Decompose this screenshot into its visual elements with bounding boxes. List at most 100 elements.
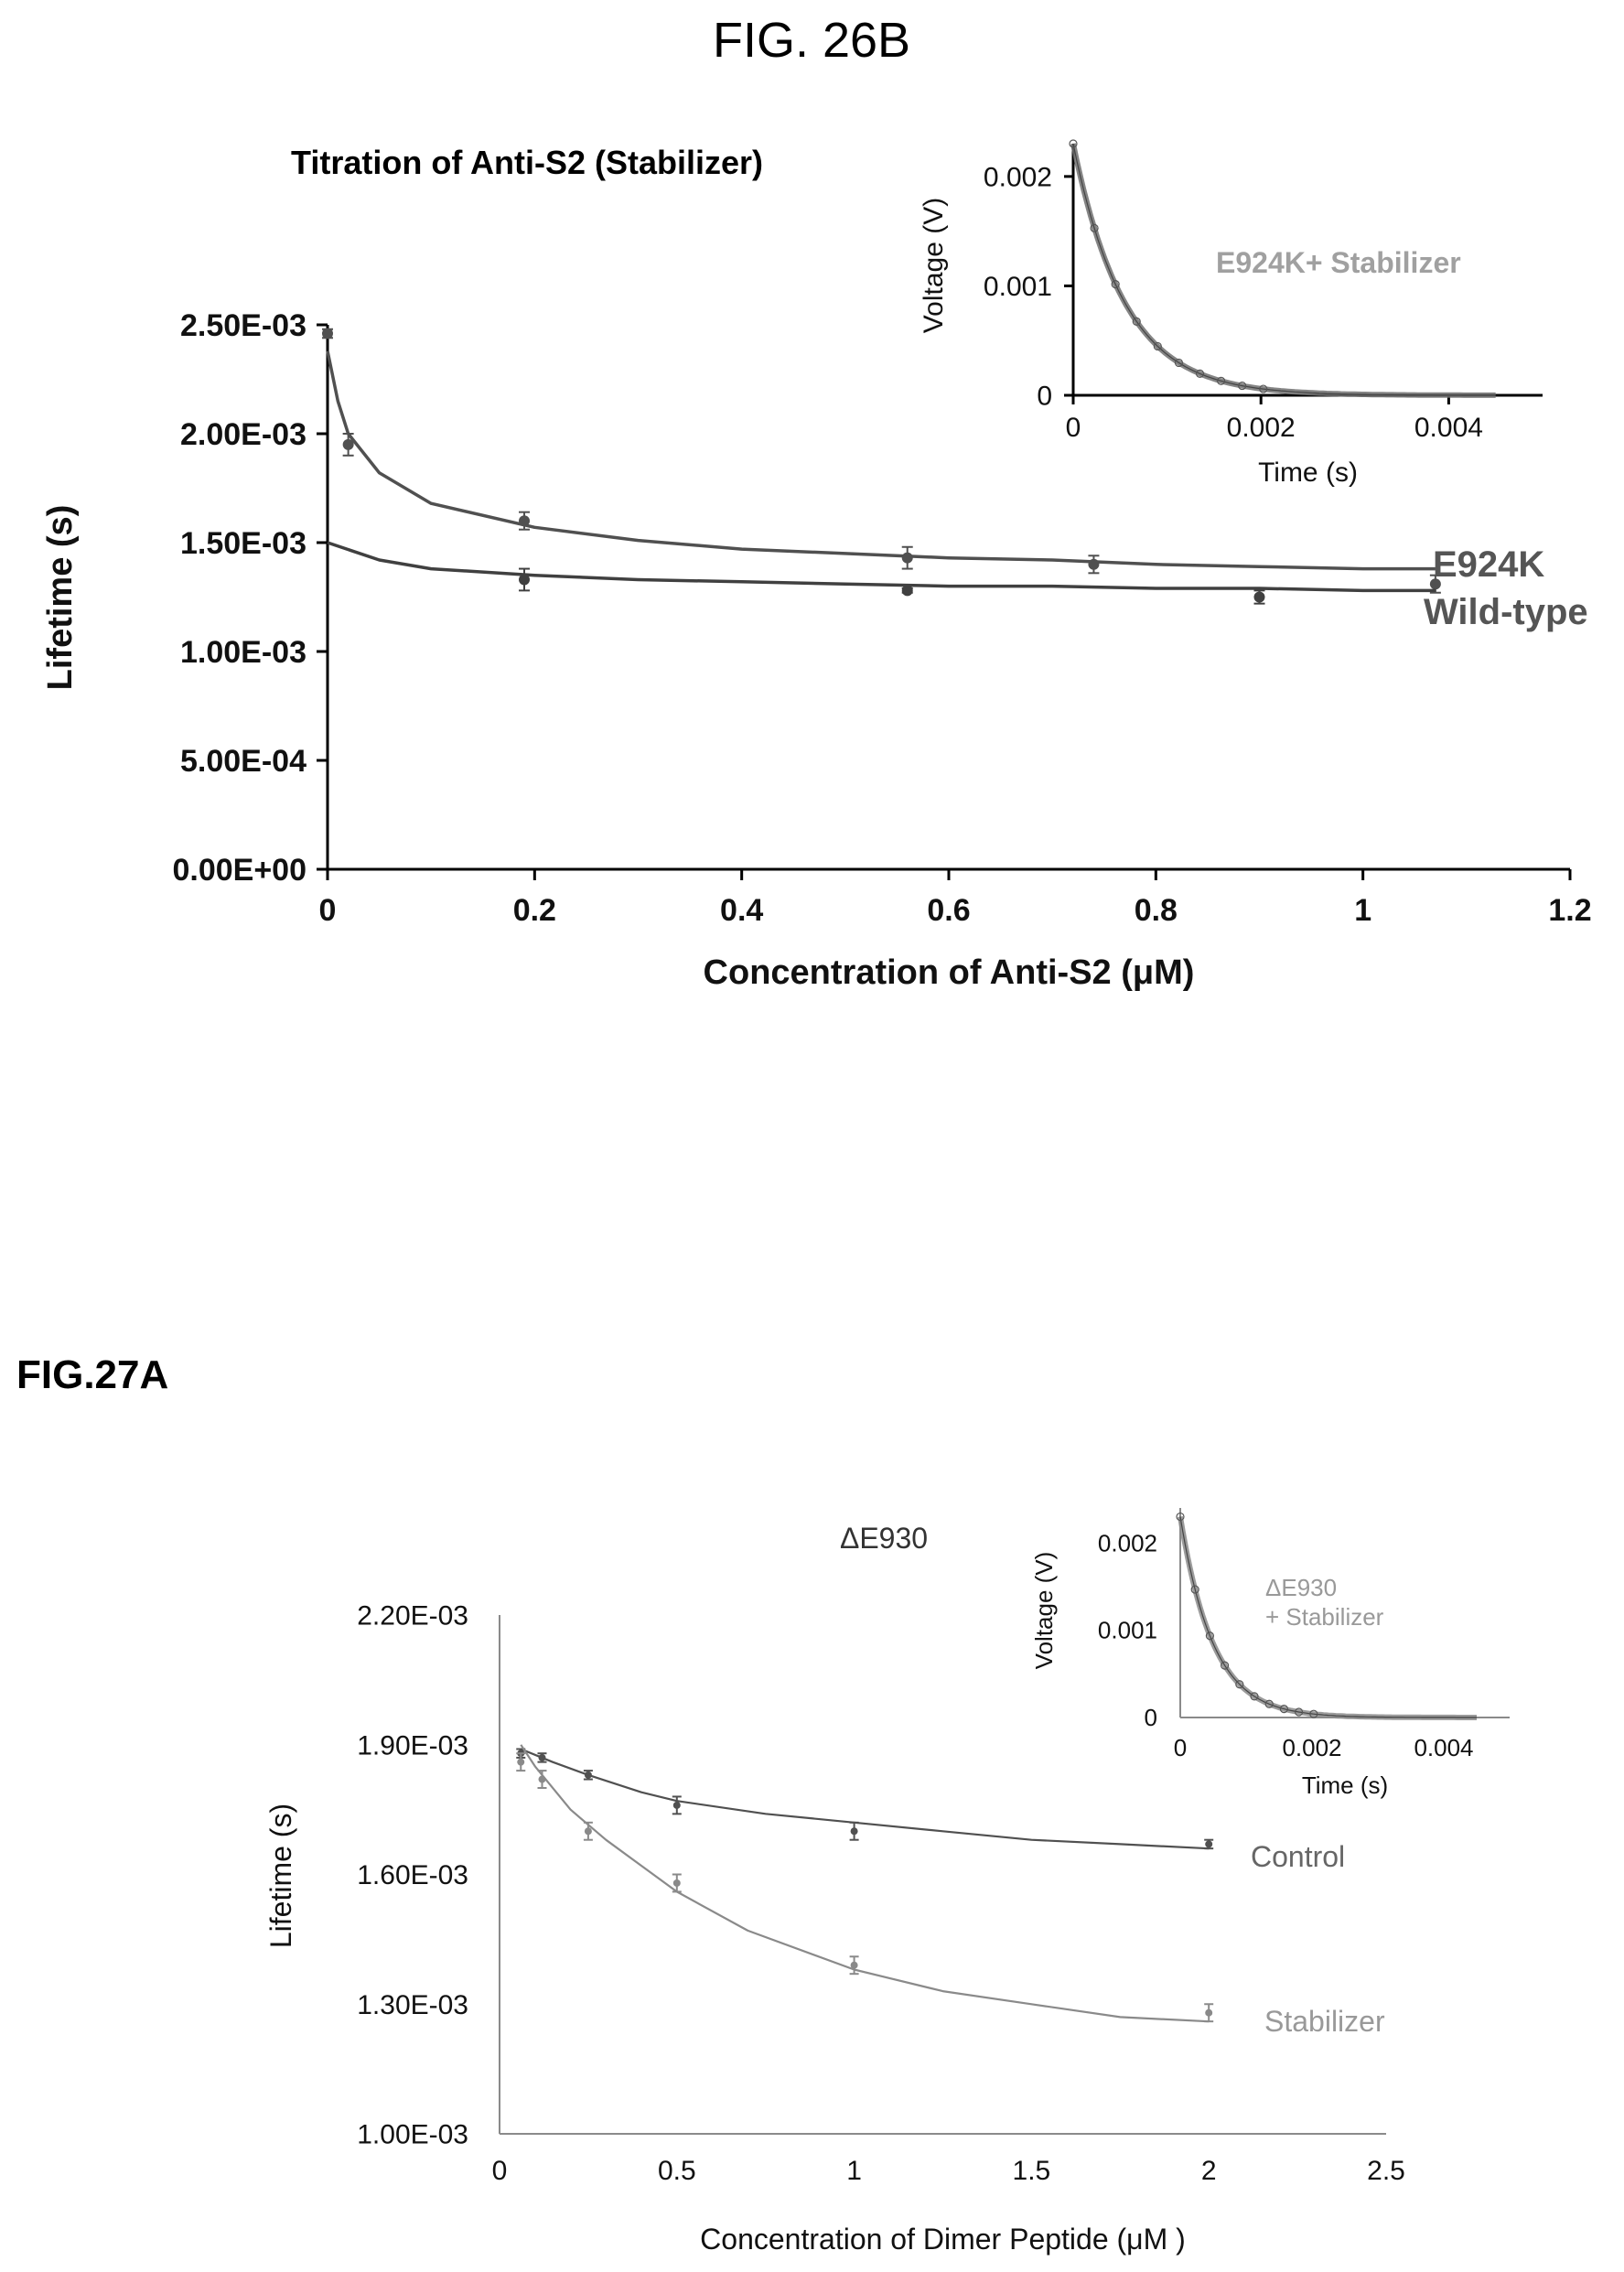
decay-data-point [1235, 1680, 1244, 1689]
stabilizer-data-point [584, 1827, 592, 1836]
y-tick-label: 0.001 [984, 272, 1052, 302]
y-tick-label: 1.30E-03 [357, 1990, 468, 2020]
decay-data-point [1190, 1585, 1199, 1594]
x-axis-title: Time (s) [1258, 458, 1358, 488]
e924k-data-point [342, 438, 354, 450]
e924k-data-point [1088, 558, 1100, 570]
control-data-point [584, 1771, 592, 1779]
x-tick-label: 1.5 [1013, 2156, 1051, 2186]
y-tick-label: 1.60E-03 [357, 1860, 468, 1890]
x-axis-title: Time (s) [1302, 1771, 1388, 1799]
fig27a-label: FIG.27A [16, 1352, 168, 1397]
x-tick-label: 1.2 [1548, 893, 1591, 928]
x-axis-title: Concentration of Dimer Peptide (μM ) [700, 2223, 1186, 2256]
control-data-point [1205, 1840, 1213, 1848]
inset-annotation: E924K+ Stabilizer [1216, 246, 1461, 279]
stabilizer-data-point [672, 1879, 681, 1887]
e924k-series-label: E924K [1433, 544, 1544, 585]
wild-type-data-point [901, 585, 913, 597]
fig26b-inset-chart: 0 0.002 0.004 0 0.001 0.002 Time (s) Voltage (V… [919, 139, 1543, 488]
y-tick-label: 5.00E-04 [180, 744, 307, 779]
decay-data-point [1195, 369, 1205, 378]
decay-data-point [1176, 1512, 1185, 1522]
y-tick-label: 2.50E-03 [180, 308, 307, 343]
x-tick-label: 0.002 [1227, 413, 1296, 443]
wild-type-fit-line [327, 541, 1436, 593]
decay-trace-core [1072, 143, 1496, 396]
y-axis-title: Voltage (V) [1030, 1552, 1058, 1670]
stabilizer-data-point [517, 1758, 525, 1766]
y-tick-label: 0.001 [1098, 1617, 1157, 1644]
decay-data-point [1090, 223, 1099, 232]
y-axis-title: Voltage (V) [919, 198, 949, 333]
x-tick-label: 0.004 [1414, 1734, 1473, 1761]
fig26b-main-chart: 0 0.2 0.4 0.6 0.8 1 1.2 0.00E+00 5.00E-04 1.00E-0… [41, 144, 1592, 992]
x-tick-label: 2 [1201, 2156, 1217, 2186]
y-tick-label: 0.002 [1098, 1529, 1157, 1556]
e924k-data-point [1429, 578, 1441, 590]
x-tick-label: 2.5 [1367, 2156, 1405, 2186]
chart-title: ΔE930 [840, 1522, 928, 1555]
x-tick-label: 0 [319, 893, 337, 928]
e924k-data-point [322, 328, 333, 339]
decay-data-point [1132, 317, 1141, 327]
e924k-fit-line [326, 350, 1436, 571]
inset-annotation: + Stabilizer [1265, 1603, 1384, 1631]
x-tick-label: 0.2 [513, 893, 556, 928]
wild-type-data-point [519, 574, 531, 586]
wild-type-series-label: Wild-type [1424, 592, 1588, 632]
decay-data-point [1264, 1699, 1274, 1708]
wild-type-data-point [1253, 591, 1265, 603]
decay-data-point [1294, 1707, 1304, 1717]
y-tick-label: 1.50E-03 [180, 526, 307, 561]
stabilizer-series-label: Stabilizer [1264, 2005, 1385, 2038]
control-data-point [850, 1827, 858, 1836]
decay-data-point [1069, 139, 1078, 148]
control-series-label: Control [1251, 1840, 1345, 1873]
decay-data-point [1309, 1709, 1318, 1718]
y-tick-label: 0 [1145, 1704, 1157, 1731]
y-tick-label: 1.00E-03 [180, 635, 307, 670]
y-tick-label: 2.00E-03 [180, 417, 307, 452]
x-axis-title: Concentration of Anti-S2 (μM) [704, 953, 1195, 992]
chart-title: Titration of Anti-S2 (Stabilizer) [291, 144, 763, 181]
decay-data-point [1111, 280, 1120, 289]
decay-data-point [1250, 1692, 1259, 1701]
y-tick-label: 0 [1037, 382, 1052, 412]
x-tick-label: 0.004 [1414, 413, 1483, 443]
x-tick-label: 0 [1066, 413, 1081, 443]
x-tick-label: 0.4 [720, 893, 763, 928]
decay-data-point [1279, 1704, 1289, 1714]
fig27a-inset-chart: 0 0.002 0.004 0 0.001 0.002 Time (s) Voltage (V… [1030, 1508, 1510, 1799]
y-tick-label: 2.20E-03 [357, 1601, 468, 1631]
fig26b-label: FIG. 26B [713, 13, 910, 68]
decay-data-point [1174, 358, 1184, 368]
x-tick-label: 0.8 [1135, 893, 1178, 928]
x-tick-label: 0.002 [1282, 1734, 1341, 1761]
inset-annotation: ΔE930 [1265, 1574, 1337, 1601]
y-tick-label: 1.00E-03 [357, 2120, 468, 2150]
control-data-point [672, 1801, 681, 1809]
x-tick-label: 0 [1174, 1734, 1187, 1761]
stabilizer-data-point [1205, 2008, 1213, 2017]
fig27a-main-chart: 0 0.5 1 1.5 2 2.5 1.00E-03 1.30E-03 1.60E-03 1.90… [264, 1522, 1405, 2256]
decay-data-point [1259, 384, 1268, 393]
stabilizer-data-point [850, 1961, 858, 1969]
decay-data-point [1153, 341, 1162, 351]
x-tick-label: 0.6 [927, 893, 970, 928]
y-tick-label: 0.00E+00 [172, 853, 307, 888]
decay-data-point [1216, 376, 1226, 385]
decay-trace-core [1179, 1516, 1477, 1718]
e924k-data-point [901, 552, 913, 564]
stabilizer-data-point [538, 1775, 546, 1783]
control-fit-line [520, 1748, 1210, 1850]
control-data-point [538, 1753, 546, 1761]
e924k-data-point [519, 515, 531, 527]
decay-data-point [1238, 381, 1247, 391]
y-tick-label: 1.90E-03 [357, 1730, 468, 1761]
x-tick-label: 1 [846, 2156, 862, 2186]
x-tick-label: 0.5 [658, 2156, 696, 2186]
decay-data-point [1220, 1661, 1230, 1670]
